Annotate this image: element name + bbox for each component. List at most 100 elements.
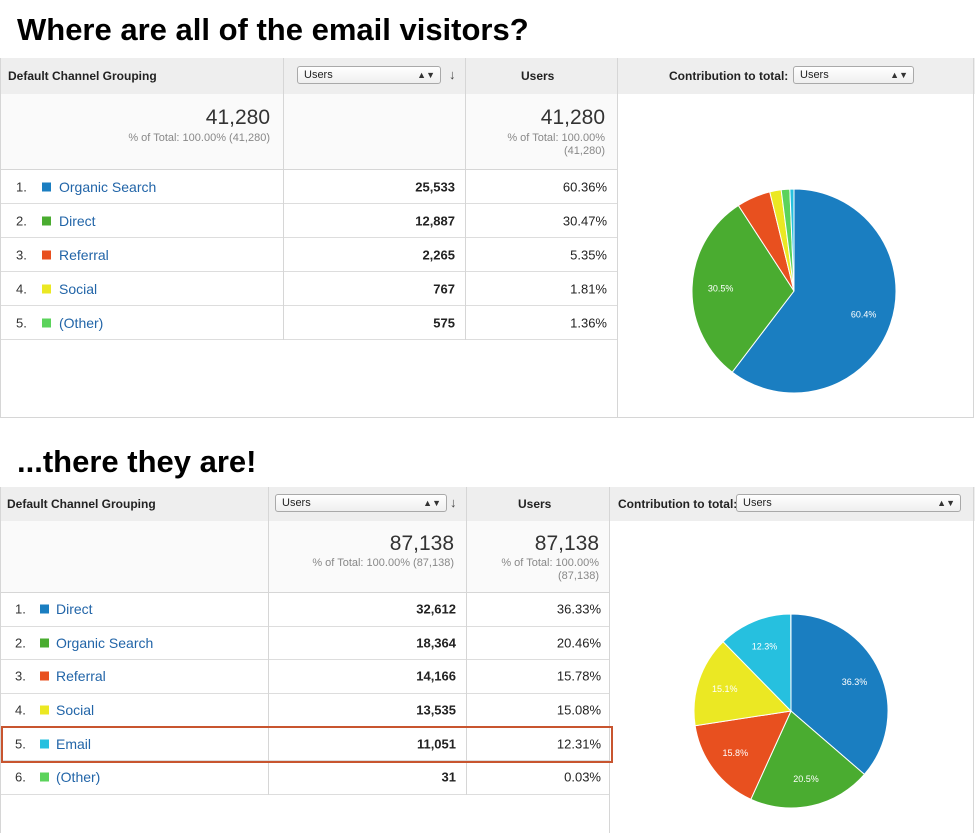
total-pct-line2: (87,138) (558, 570, 599, 582)
color-swatch-icon (42, 284, 51, 293)
total-pct-line2: (41,280) (564, 145, 605, 157)
pie-slice[interactable] (731, 188, 897, 394)
users-value: 2,265 (422, 247, 455, 262)
total-users-pct-2: % of Total: 100.00% (87,138) (501, 557, 599, 583)
pie-slice-label: 20.5% (793, 774, 819, 784)
select-caret-icon: ▲▼ (937, 498, 955, 508)
pie-slice-label: 30.5% (708, 283, 734, 293)
users-share: 12.31% (556, 736, 601, 752)
row-number: 4. (15, 702, 26, 718)
arrow-down-icon[interactable]: ↓ (450, 495, 457, 510)
metric-select-value: Users (304, 69, 333, 81)
pie-slice[interactable] (790, 613, 889, 776)
pie-slice-label: 15.1% (712, 684, 738, 694)
dimension-header[interactable]: Default Channel Grouping (0, 487, 268, 521)
column-divider (0, 487, 1, 833)
contribution-select[interactable]: Users ▲▼ (793, 66, 914, 84)
color-swatch-icon (42, 216, 51, 225)
pie-slice[interactable] (750, 710, 866, 809)
metric-header-label: Users (518, 497, 552, 511)
column-divider (268, 487, 269, 795)
total-users: 41,280 (205, 106, 270, 129)
metric-header[interactable]: Users (466, 487, 609, 521)
contribution-label: Contribution to total: (618, 497, 738, 511)
color-swatch-icon (40, 739, 49, 749)
table-row: 4. Social 13,535 15.08% (0, 694, 609, 728)
total-users: 87,138 (389, 532, 454, 555)
metric-select[interactable]: Users ▲▼ (275, 494, 447, 512)
channel-link[interactable]: Social (59, 280, 98, 297)
table-row: 3. Referral 2,265 5.35% (0, 238, 617, 272)
contribution-select[interactable]: Users ▲▼ (736, 494, 961, 512)
channel-link[interactable]: (Other) (56, 769, 101, 786)
contribution-label: Contribution to total: (669, 69, 789, 83)
channel-link[interactable]: Referral (56, 668, 106, 685)
column-divider (617, 58, 618, 418)
metric-header[interactable]: Users (465, 58, 617, 94)
row-number: 3. (16, 247, 27, 262)
color-swatch-icon (42, 182, 51, 191)
pie-chart: 60.4% 30.5% (691, 188, 897, 394)
pie-slice[interactable] (694, 710, 792, 800)
users-share: 0.03% (564, 769, 601, 785)
channel-link[interactable]: Referral (59, 246, 109, 263)
channel-link[interactable]: (Other) (59, 314, 104, 331)
heading-top: Where are all of the email visitors? (17, 12, 529, 47)
users-value: 14,166 (416, 668, 456, 684)
arrow-down-icon[interactable]: ↓ (449, 67, 456, 82)
column-divider (466, 487, 467, 795)
channel-link[interactable]: Email (56, 735, 92, 752)
table-row: 2. Organic Search 18,364 20.46% (0, 627, 609, 661)
color-swatch-icon (40, 772, 49, 782)
metric-select[interactable]: Users ▲▼ (297, 66, 441, 84)
color-swatch-icon (42, 318, 51, 327)
pie-slice[interactable] (693, 641, 793, 727)
channel-link[interactable]: Organic Search (59, 178, 157, 195)
pie-slice[interactable] (722, 613, 792, 713)
table-row: 6. (Other) 31 0.03% (0, 761, 609, 795)
channel-link[interactable]: Organic Search (56, 634, 154, 651)
total-users-pct-2: % of Total: 100.00% (41,280) (507, 132, 605, 158)
channel-link[interactable]: Social (56, 702, 95, 719)
table-row: 3. Referral 14,166 15.78% (0, 660, 609, 694)
dimension-header-label: Default Channel Grouping (7, 497, 156, 511)
row-number: 2. (15, 635, 26, 651)
email-row-highlight (1, 726, 613, 763)
table-row: 2. Direct 12,887 30.47% (0, 204, 617, 238)
users-value: 13,535 (416, 702, 456, 718)
total-pct-line1: % of Total: 100.00% (501, 557, 599, 569)
channel-link[interactable]: Direct (59, 212, 96, 229)
row-number: 5. (16, 315, 27, 330)
pie-slice[interactable] (691, 204, 795, 373)
color-swatch-icon (40, 604, 49, 614)
metric-select-header: Users ▲▼ ↓ (268, 487, 466, 521)
row-number: 2. (16, 213, 27, 228)
row-number: 5. (15, 736, 26, 752)
users-share: 30.47% (562, 213, 607, 228)
row-number: 1. (15, 601, 26, 617)
total-users-pct: % of Total: 100.00% (41,280) (128, 132, 270, 144)
pie-slice[interactable] (789, 188, 795, 292)
contribution-header: Contribution to total: Users ▲▼ (617, 58, 975, 94)
column-divider (0, 58, 1, 418)
users-value: 32,612 (416, 601, 456, 617)
row-number: 3. (15, 668, 26, 684)
color-swatch-icon (40, 705, 49, 715)
metric-header-label: Users (521, 69, 555, 83)
report-panel-1: Default Channel Grouping Users ▲▼ ↓ User… (0, 58, 975, 420)
users-value: 11,051 (416, 736, 456, 752)
pie-slice-label: 36.3% (842, 677, 868, 687)
row-number: 1. (16, 179, 27, 194)
users-share: 20.46% (556, 635, 601, 651)
table-row: 1. Direct 32,612 36.33% (0, 593, 609, 627)
total-users-2: 41,280 (540, 106, 605, 129)
total-users-2: 87,138 (534, 532, 599, 555)
report-panel-2: Default Channel Grouping Users ▲▼ ↓ User… (0, 487, 975, 833)
metric-select-value: Users (282, 497, 311, 509)
contribution-select-value: Users (800, 69, 829, 81)
users-share: 60.36% (562, 179, 607, 194)
pie-slice-label: 15.8% (723, 748, 749, 758)
users-value: 767 (433, 281, 455, 296)
channel-link[interactable]: Direct (56, 601, 93, 618)
dimension-header[interactable]: Default Channel Grouping (0, 58, 283, 94)
